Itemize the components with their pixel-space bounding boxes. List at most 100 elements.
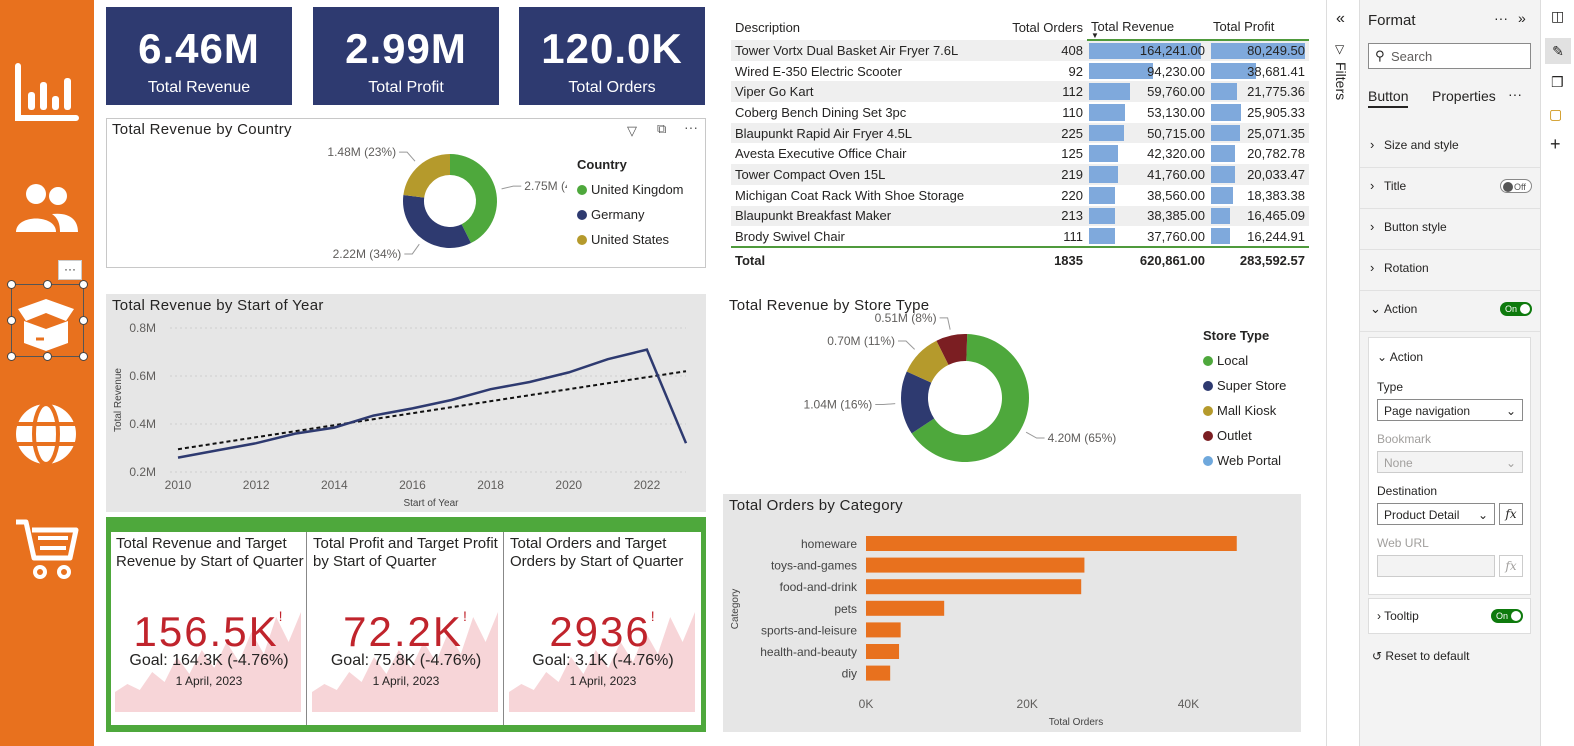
column-header-profit[interactable]: Total Profit bbox=[1209, 14, 1309, 41]
kpi-value: 2936! bbox=[549, 608, 657, 655]
country-revenue-card[interactable]: Total Revenue by Country ▽ ⧉ ··· 2.75M (… bbox=[106, 118, 706, 268]
more-options-icon[interactable]: ··· bbox=[1494, 10, 1508, 26]
box-icon[interactable] bbox=[10, 285, 82, 357]
databar bbox=[1211, 124, 1241, 142]
bar-chart-icon[interactable] bbox=[10, 56, 82, 128]
section-header[interactable]: › Tooltip bbox=[1377, 609, 1419, 623]
field-label: Web URL bbox=[1377, 536, 1429, 550]
revenue-by-year-card[interactable]: Total Revenue by Start of Year 0.2M 0.4M 0… bbox=[106, 294, 706, 512]
title-toggle[interactable]: Off bbox=[1500, 179, 1532, 193]
tab-button[interactable]: Button bbox=[1368, 88, 1409, 108]
reset-button[interactable]: ↺ Reset to default bbox=[1372, 649, 1469, 663]
kpi-target-card[interactable]: Total Profit and Target Profit by Start … bbox=[308, 532, 504, 725]
cell-description: Blaupunkt Rapid Air Fryer 4.5L bbox=[731, 122, 999, 144]
resize-handle[interactable] bbox=[79, 352, 88, 361]
bookmark-icon[interactable]: ❒ bbox=[1551, 74, 1564, 90]
search-box[interactable]: ⚲ Search bbox=[1368, 43, 1531, 69]
resize-handle[interactable] bbox=[7, 280, 16, 289]
store-donut-chart: 4.20M (65%) 1.04M (16%) 0.70M (11%) 0.51M (… bbox=[804, 311, 1116, 462]
selection-icon[interactable]: ▢ bbox=[1549, 106, 1563, 122]
tab-properties[interactable]: Properties bbox=[1432, 88, 1496, 104]
legend-item[interactable]: Super Store bbox=[1203, 378, 1286, 393]
resize-handle[interactable] bbox=[7, 352, 16, 361]
store-legend: Store Type Local Super Store Mall Kiosk … bbox=[1203, 328, 1286, 468]
expand-chevron-icon[interactable]: » bbox=[1518, 10, 1526, 26]
data-label: 1.04M (16%) bbox=[804, 398, 873, 412]
sparkline-fill bbox=[312, 612, 498, 712]
collapse-chevron-icon[interactable]: « bbox=[1336, 10, 1345, 27]
kpi-date: 1 April, 2023 bbox=[569, 674, 637, 688]
more-options-icon[interactable]: ··· bbox=[58, 260, 82, 280]
country-legend: Country United Kingdom Germany United St… bbox=[577, 157, 684, 247]
cell-profit: 25,905.33 bbox=[1209, 102, 1309, 123]
format-section[interactable]: › Rotation bbox=[1360, 251, 1541, 291]
globe-icon[interactable] bbox=[10, 398, 82, 470]
table-row[interactable]: Avesta Executive Office Chair 125 42,320.0… bbox=[731, 143, 1309, 164]
resize-handle[interactable] bbox=[79, 280, 88, 289]
store-type-card[interactable]: Total Revenue by Store Type 4.20M (65%) 1… bbox=[723, 290, 1307, 480]
tooltip-toggle[interactable]: On bbox=[1491, 609, 1523, 623]
destination-dropdown[interactable]: Product Detail ⌄ bbox=[1377, 503, 1495, 525]
legend-item[interactable]: Outlet bbox=[1203, 428, 1286, 443]
table-row[interactable]: Coberg Bench Dining Set 3pc 110 53,130.00 2… bbox=[731, 102, 1309, 123]
legend-label: United Kingdom bbox=[591, 182, 684, 197]
filters-pane-collapsed[interactable]: « ▽ Filters bbox=[1326, 0, 1359, 746]
table-row[interactable]: Blaupunkt Breakfast Maker 213 38,385.00 16,… bbox=[731, 205, 1309, 227]
section-header[interactable]: ⌄ Action bbox=[1377, 350, 1423, 364]
action-toggle[interactable]: On bbox=[1500, 302, 1532, 316]
legend-item[interactable]: Local bbox=[1203, 353, 1286, 368]
bar bbox=[866, 557, 1085, 573]
format-section[interactable]: › Title bbox=[1360, 169, 1541, 209]
format-section[interactable]: ⌄ Action bbox=[1360, 292, 1541, 332]
tooltip-subcard[interactable]: › Tooltip On bbox=[1368, 598, 1531, 634]
cell-orders: 408 bbox=[998, 40, 1087, 61]
format-visual-icon[interactable]: ✎ bbox=[1545, 38, 1571, 64]
column-header-orders[interactable]: Total Orders bbox=[1012, 19, 1083, 35]
kpi-target-card[interactable]: Total Revenue and Target Revenue by Star… bbox=[111, 532, 307, 725]
format-section[interactable]: › Button style bbox=[1360, 210, 1541, 250]
legend-item[interactable]: United States bbox=[577, 232, 684, 247]
table-row[interactable]: Tower Vortx Dual Basket Air Fryer 7.6L 40… bbox=[731, 40, 1309, 61]
legend-item[interactable]: Germany bbox=[577, 207, 684, 222]
fx-button[interactable]: fx bbox=[1499, 503, 1523, 525]
table-row[interactable]: Blaupunkt Rapid Air Fryer 4.5L 225 50,715.… bbox=[731, 122, 1309, 144]
focus-mode-icon[interactable]: ⧉ bbox=[657, 121, 667, 136]
column-header-description[interactable]: Description bbox=[735, 19, 801, 35]
legend-item[interactable]: Web Portal bbox=[1203, 453, 1286, 468]
dropdown-value: None bbox=[1384, 456, 1413, 470]
add-icon[interactable]: + bbox=[1550, 134, 1561, 154]
y-axis-title: Category bbox=[730, 589, 741, 630]
databar bbox=[1211, 166, 1235, 183]
format-section[interactable]: › Size and style bbox=[1360, 128, 1541, 168]
legend-item[interactable]: Mall Kiosk bbox=[1203, 403, 1286, 418]
resize-handle[interactable] bbox=[43, 280, 52, 289]
resize-handle[interactable] bbox=[79, 316, 88, 325]
cell-description: Wired E-350 Electric Scooter bbox=[735, 63, 902, 79]
table-row[interactable]: Michigan Coat Rack With Shoe Storage 220 3… bbox=[731, 185, 1309, 206]
kpi-target-card[interactable]: Total Orders and Target Orders by Start … bbox=[505, 532, 701, 725]
legend-dot bbox=[577, 209, 587, 220]
more-options-icon[interactable]: ··· bbox=[1508, 86, 1522, 102]
table-row[interactable]: Tower Compact Oven 15L 219 41,760.00 20,033… bbox=[731, 164, 1309, 185]
people-icon[interactable] bbox=[10, 172, 82, 244]
table-row[interactable]: Brody Swivel Chair 111 37,760.00 16,244.91 bbox=[731, 226, 1309, 247]
column-header-revenue[interactable]: ▼ Total Revenue bbox=[1087, 14, 1209, 41]
total-orders: 1835 bbox=[998, 245, 1087, 273]
table-row[interactable]: Wired E-350 Electric Scooter 92 94,230.00 3… bbox=[731, 61, 1309, 82]
type-dropdown[interactable]: Page navigation ⌄ bbox=[1377, 399, 1523, 421]
chevron-down-icon: ⌄ bbox=[1370, 301, 1381, 316]
legend-dot bbox=[1203, 355, 1213, 366]
orders-by-category-card[interactable]: Total Orders by Category 0K 20K 40K Total O… bbox=[723, 494, 1301, 732]
table-row[interactable]: Viper Go Kart 112 59,760.00 21,775.36 bbox=[731, 81, 1309, 103]
databar bbox=[1089, 145, 1118, 163]
product-matrix-table[interactable]: Description Total Orders ▼ Total Revenue … bbox=[731, 14, 1309, 273]
data-icon[interactable]: ◫ bbox=[1551, 8, 1565, 24]
bookmark-dropdown: None ⌄ bbox=[1377, 451, 1523, 473]
legend-item[interactable]: United Kingdom bbox=[577, 182, 684, 197]
selection-frame[interactable] bbox=[11, 284, 84, 357]
resize-handle[interactable] bbox=[43, 352, 52, 361]
resize-handle[interactable] bbox=[7, 316, 16, 325]
filter-icon[interactable]: ▽ bbox=[627, 123, 637, 138]
more-options-icon[interactable]: ··· bbox=[684, 119, 698, 135]
cart-icon[interactable] bbox=[10, 512, 82, 584]
